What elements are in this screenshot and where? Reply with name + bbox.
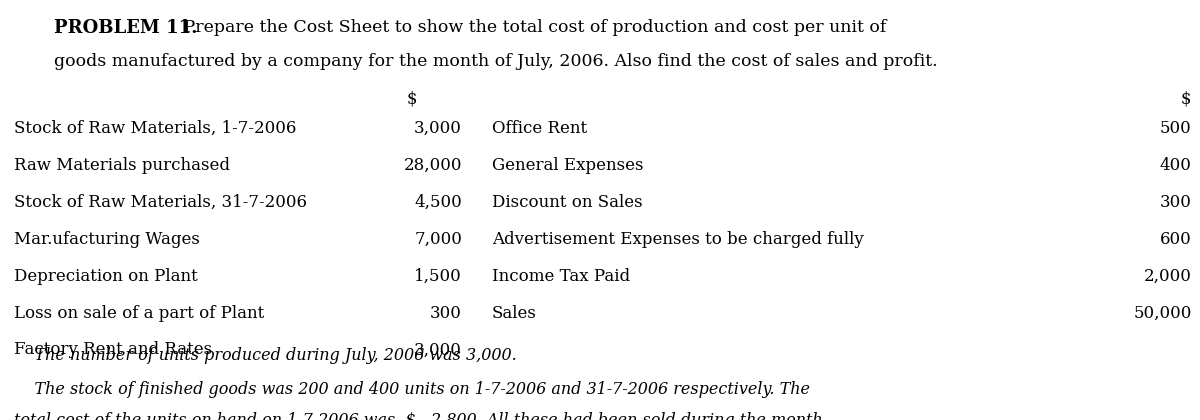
Text: 300: 300 xyxy=(1159,194,1192,210)
Text: 400: 400 xyxy=(1159,157,1192,173)
Text: 1,500: 1,500 xyxy=(414,268,462,284)
Text: Stock of Raw Materials, 31-7-2006: Stock of Raw Materials, 31-7-2006 xyxy=(14,194,307,210)
Text: goods manufactured by a company for the month of July, 2006. Also find the cost : goods manufactured by a company for the … xyxy=(54,52,937,69)
Text: Prepare the Cost Sheet to show the total cost of production and cost per unit of: Prepare the Cost Sheet to show the total… xyxy=(178,19,886,36)
Text: The number of units produced during July, 2006 was 3,000.: The number of units produced during July… xyxy=(14,346,517,363)
Text: 500: 500 xyxy=(1160,120,1192,136)
Text: 2,000: 2,000 xyxy=(1144,268,1192,284)
Text: Depreciation on Plant: Depreciation on Plant xyxy=(14,268,198,284)
Text: total cost of the units on hand on 1-7-2006 was  $ . 2,800. All these had been s: total cost of the units on hand on 1-7-2… xyxy=(14,412,828,420)
Text: Discount on Sales: Discount on Sales xyxy=(492,194,643,210)
Text: 4,500: 4,500 xyxy=(414,194,462,210)
Text: 7,000: 7,000 xyxy=(414,231,462,247)
Text: Factory Rent and Rates: Factory Rent and Rates xyxy=(14,341,212,358)
Text: Loss on sale of a part of Plant: Loss on sale of a part of Plant xyxy=(14,304,265,321)
Text: Stock of Raw Materials, 1-7-2006: Stock of Raw Materials, 1-7-2006 xyxy=(14,120,296,136)
Text: Income Tax Paid: Income Tax Paid xyxy=(492,268,630,284)
Text: 3,000: 3,000 xyxy=(414,341,462,358)
Text: The stock of finished goods was 200 and 400 units on 1-7-2006 and 31-7-2006 resp: The stock of finished goods was 200 and … xyxy=(14,381,810,398)
Text: Office Rent: Office Rent xyxy=(492,120,587,136)
Text: Raw Materials purchased: Raw Materials purchased xyxy=(14,157,230,173)
Text: General Expenses: General Expenses xyxy=(492,157,643,173)
Text: 3,000: 3,000 xyxy=(414,120,462,136)
Text: $: $ xyxy=(1181,90,1192,107)
Text: 300: 300 xyxy=(430,304,462,321)
Text: 600: 600 xyxy=(1160,231,1192,247)
Text: 50,000: 50,000 xyxy=(1133,304,1192,321)
Text: Sales: Sales xyxy=(492,304,536,321)
Text: $: $ xyxy=(407,90,416,107)
Text: PROBLEM 11.: PROBLEM 11. xyxy=(54,19,198,37)
Text: Advertisement Expenses to be charged fully: Advertisement Expenses to be charged ful… xyxy=(492,231,864,247)
Text: 28,000: 28,000 xyxy=(403,157,462,173)
Text: Mar.ufacturing Wages: Mar.ufacturing Wages xyxy=(14,231,200,247)
